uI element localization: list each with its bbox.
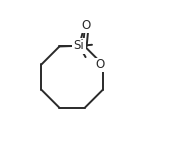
Text: O: O [95,59,104,72]
Text: Si: Si [74,39,85,52]
Text: O: O [82,19,91,32]
